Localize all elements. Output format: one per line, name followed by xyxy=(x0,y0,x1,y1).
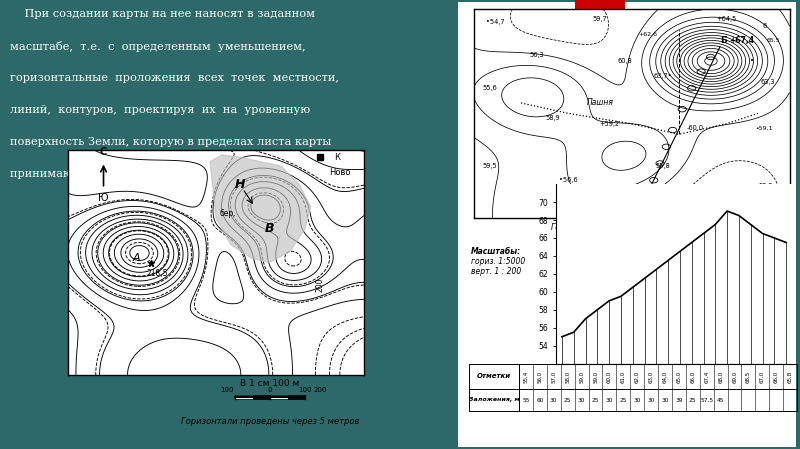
Text: 57,5: 57,5 xyxy=(700,397,714,402)
Text: 218,5: 218,5 xyxy=(146,269,167,278)
Text: С: С xyxy=(100,147,107,157)
Text: 67,4: 67,4 xyxy=(704,370,709,383)
Text: +59,2: +59,2 xyxy=(599,121,619,127)
Bar xyxy=(270,395,287,399)
Text: +67,4: +67,4 xyxy=(730,36,754,45)
Text: Горизонтали проведены через 1метро: Горизонтали проведены через 1метро xyxy=(551,224,706,233)
Text: 60,8: 60,8 xyxy=(618,58,633,64)
Text: 65,0: 65,0 xyxy=(676,370,682,383)
Text: Ю: Ю xyxy=(98,193,109,203)
Text: Масштабы:: Масштабы: xyxy=(471,247,521,255)
Text: 100: 100 xyxy=(298,387,312,393)
Text: К: К xyxy=(334,153,341,162)
Text: 67,0: 67,0 xyxy=(760,370,765,383)
Polygon shape xyxy=(210,155,310,263)
Text: 200: 200 xyxy=(314,387,326,393)
Text: 60,0: 60,0 xyxy=(607,370,612,383)
Text: 63,7•: 63,7• xyxy=(654,73,673,79)
Text: 25: 25 xyxy=(564,397,571,402)
Text: принимают за горизонтальную плоскость.: принимают за горизонтальную плоскость. xyxy=(10,169,266,179)
Text: 61,0: 61,0 xyxy=(621,370,626,383)
Text: 63,0: 63,0 xyxy=(649,370,654,383)
Text: •: • xyxy=(750,58,754,64)
Text: Пашня: Пашня xyxy=(586,98,614,107)
Text: При создании карты на нее наносят в заданном: При создании карты на нее наносят в зада… xyxy=(10,9,315,19)
Text: 30: 30 xyxy=(634,397,641,402)
Text: горизонтальные  проложения  всех  точек  местности,: горизонтальные проложения всех точек мес… xyxy=(10,73,339,83)
Text: верт. 1 : 200: верт. 1 : 200 xyxy=(471,267,522,276)
Text: Ново: Ново xyxy=(330,168,351,177)
Text: 66,0: 66,0 xyxy=(690,370,695,383)
Text: 60: 60 xyxy=(536,397,543,402)
Text: •54,7: •54,7 xyxy=(486,18,505,25)
Text: А: А xyxy=(641,192,648,202)
Text: 58,9: 58,9 xyxy=(546,114,560,120)
Text: 1 : 5000: 1 : 5000 xyxy=(609,212,650,222)
Text: 62,0: 62,0 xyxy=(634,370,640,383)
Text: А: А xyxy=(132,253,140,263)
Text: 30: 30 xyxy=(606,397,613,402)
Text: 30: 30 xyxy=(550,397,558,402)
Text: В: В xyxy=(265,223,274,235)
Text: 0: 0 xyxy=(268,387,272,393)
Text: •56,6: •56,6 xyxy=(559,177,578,183)
Text: гориз. 1:5000: гориз. 1:5000 xyxy=(471,256,526,265)
Text: 59,7: 59,7 xyxy=(593,17,607,22)
Text: 100: 100 xyxy=(220,387,234,393)
Text: Н: Н xyxy=(234,178,245,190)
Text: 63,3: 63,3 xyxy=(760,79,774,85)
Text: +62,6: +62,6 xyxy=(638,31,657,36)
Text: +64,5: +64,5 xyxy=(716,17,737,22)
Text: 59,5: 59,5 xyxy=(482,163,497,168)
Text: 68,0: 68,0 xyxy=(718,370,723,383)
Text: 58,0: 58,0 xyxy=(565,370,570,383)
Text: 56,3: 56,3 xyxy=(530,52,544,58)
Text: 30: 30 xyxy=(578,397,586,402)
Text: Горизонтали проведены через 5 метров: Горизонтали проведены через 5 метров xyxy=(181,417,359,426)
Text: 45: 45 xyxy=(717,397,724,402)
Bar xyxy=(575,0,625,31)
Text: 30: 30 xyxy=(647,397,654,402)
Bar xyxy=(253,395,270,399)
Text: Профиль линии А-Б: Профиль линии А-Б xyxy=(590,233,669,242)
Text: 56,0: 56,0 xyxy=(538,370,542,383)
Bar xyxy=(235,395,253,399)
Text: 69,0: 69,0 xyxy=(732,370,737,383)
Text: 64,0: 64,0 xyxy=(662,370,667,383)
Text: 57,0: 57,0 xyxy=(551,370,556,383)
Text: 25: 25 xyxy=(689,397,697,402)
Text: -60,0: -60,0 xyxy=(686,125,703,131)
Text: 39: 39 xyxy=(675,397,682,402)
Bar xyxy=(458,2,796,447)
Text: бер.: бер. xyxy=(219,209,236,218)
Text: 200: 200 xyxy=(315,278,324,292)
Text: Масштаб 1:10 000: Масштаб 1:10 000 xyxy=(227,367,313,377)
Text: Б: Б xyxy=(720,36,726,45)
Text: Отметки: Отметки xyxy=(477,374,511,379)
Text: 59,0: 59,0 xyxy=(579,370,584,383)
Text: 53,2•: 53,2• xyxy=(758,184,777,189)
Text: 30: 30 xyxy=(662,397,669,402)
Text: 65,8: 65,8 xyxy=(787,370,793,383)
Text: 59,0: 59,0 xyxy=(593,370,598,383)
Bar xyxy=(287,395,305,399)
Text: масштабе,  т.е.  с  определенным  уменьшением,: масштабе, т.е. с определенным уменьшение… xyxy=(10,41,306,52)
Text: 68,5: 68,5 xyxy=(746,370,751,383)
Text: 66,0: 66,0 xyxy=(774,370,778,383)
Text: 55,4: 55,4 xyxy=(523,370,529,383)
Text: 55: 55 xyxy=(522,397,530,402)
Text: линий,  контуров,  проектируя  их  на  уровенную: линий, контуров, проектируя их на уровен… xyxy=(10,105,310,115)
Text: 25: 25 xyxy=(619,397,627,402)
Text: •59,1: •59,1 xyxy=(755,125,773,131)
Text: 25: 25 xyxy=(592,397,599,402)
Text: 55,8: 55,8 xyxy=(656,163,670,168)
Text: 65,5: 65,5 xyxy=(767,38,781,43)
Text: Заложения, м: Заложения, м xyxy=(469,397,519,402)
Text: 6: 6 xyxy=(762,23,766,29)
Text: 55,6: 55,6 xyxy=(482,85,497,91)
Text: поверхность Земли, которую в пределах листа карты: поверхность Земли, которую в пределах ли… xyxy=(10,137,331,147)
Text: В 1 см 100 м: В 1 см 100 м xyxy=(240,379,300,388)
